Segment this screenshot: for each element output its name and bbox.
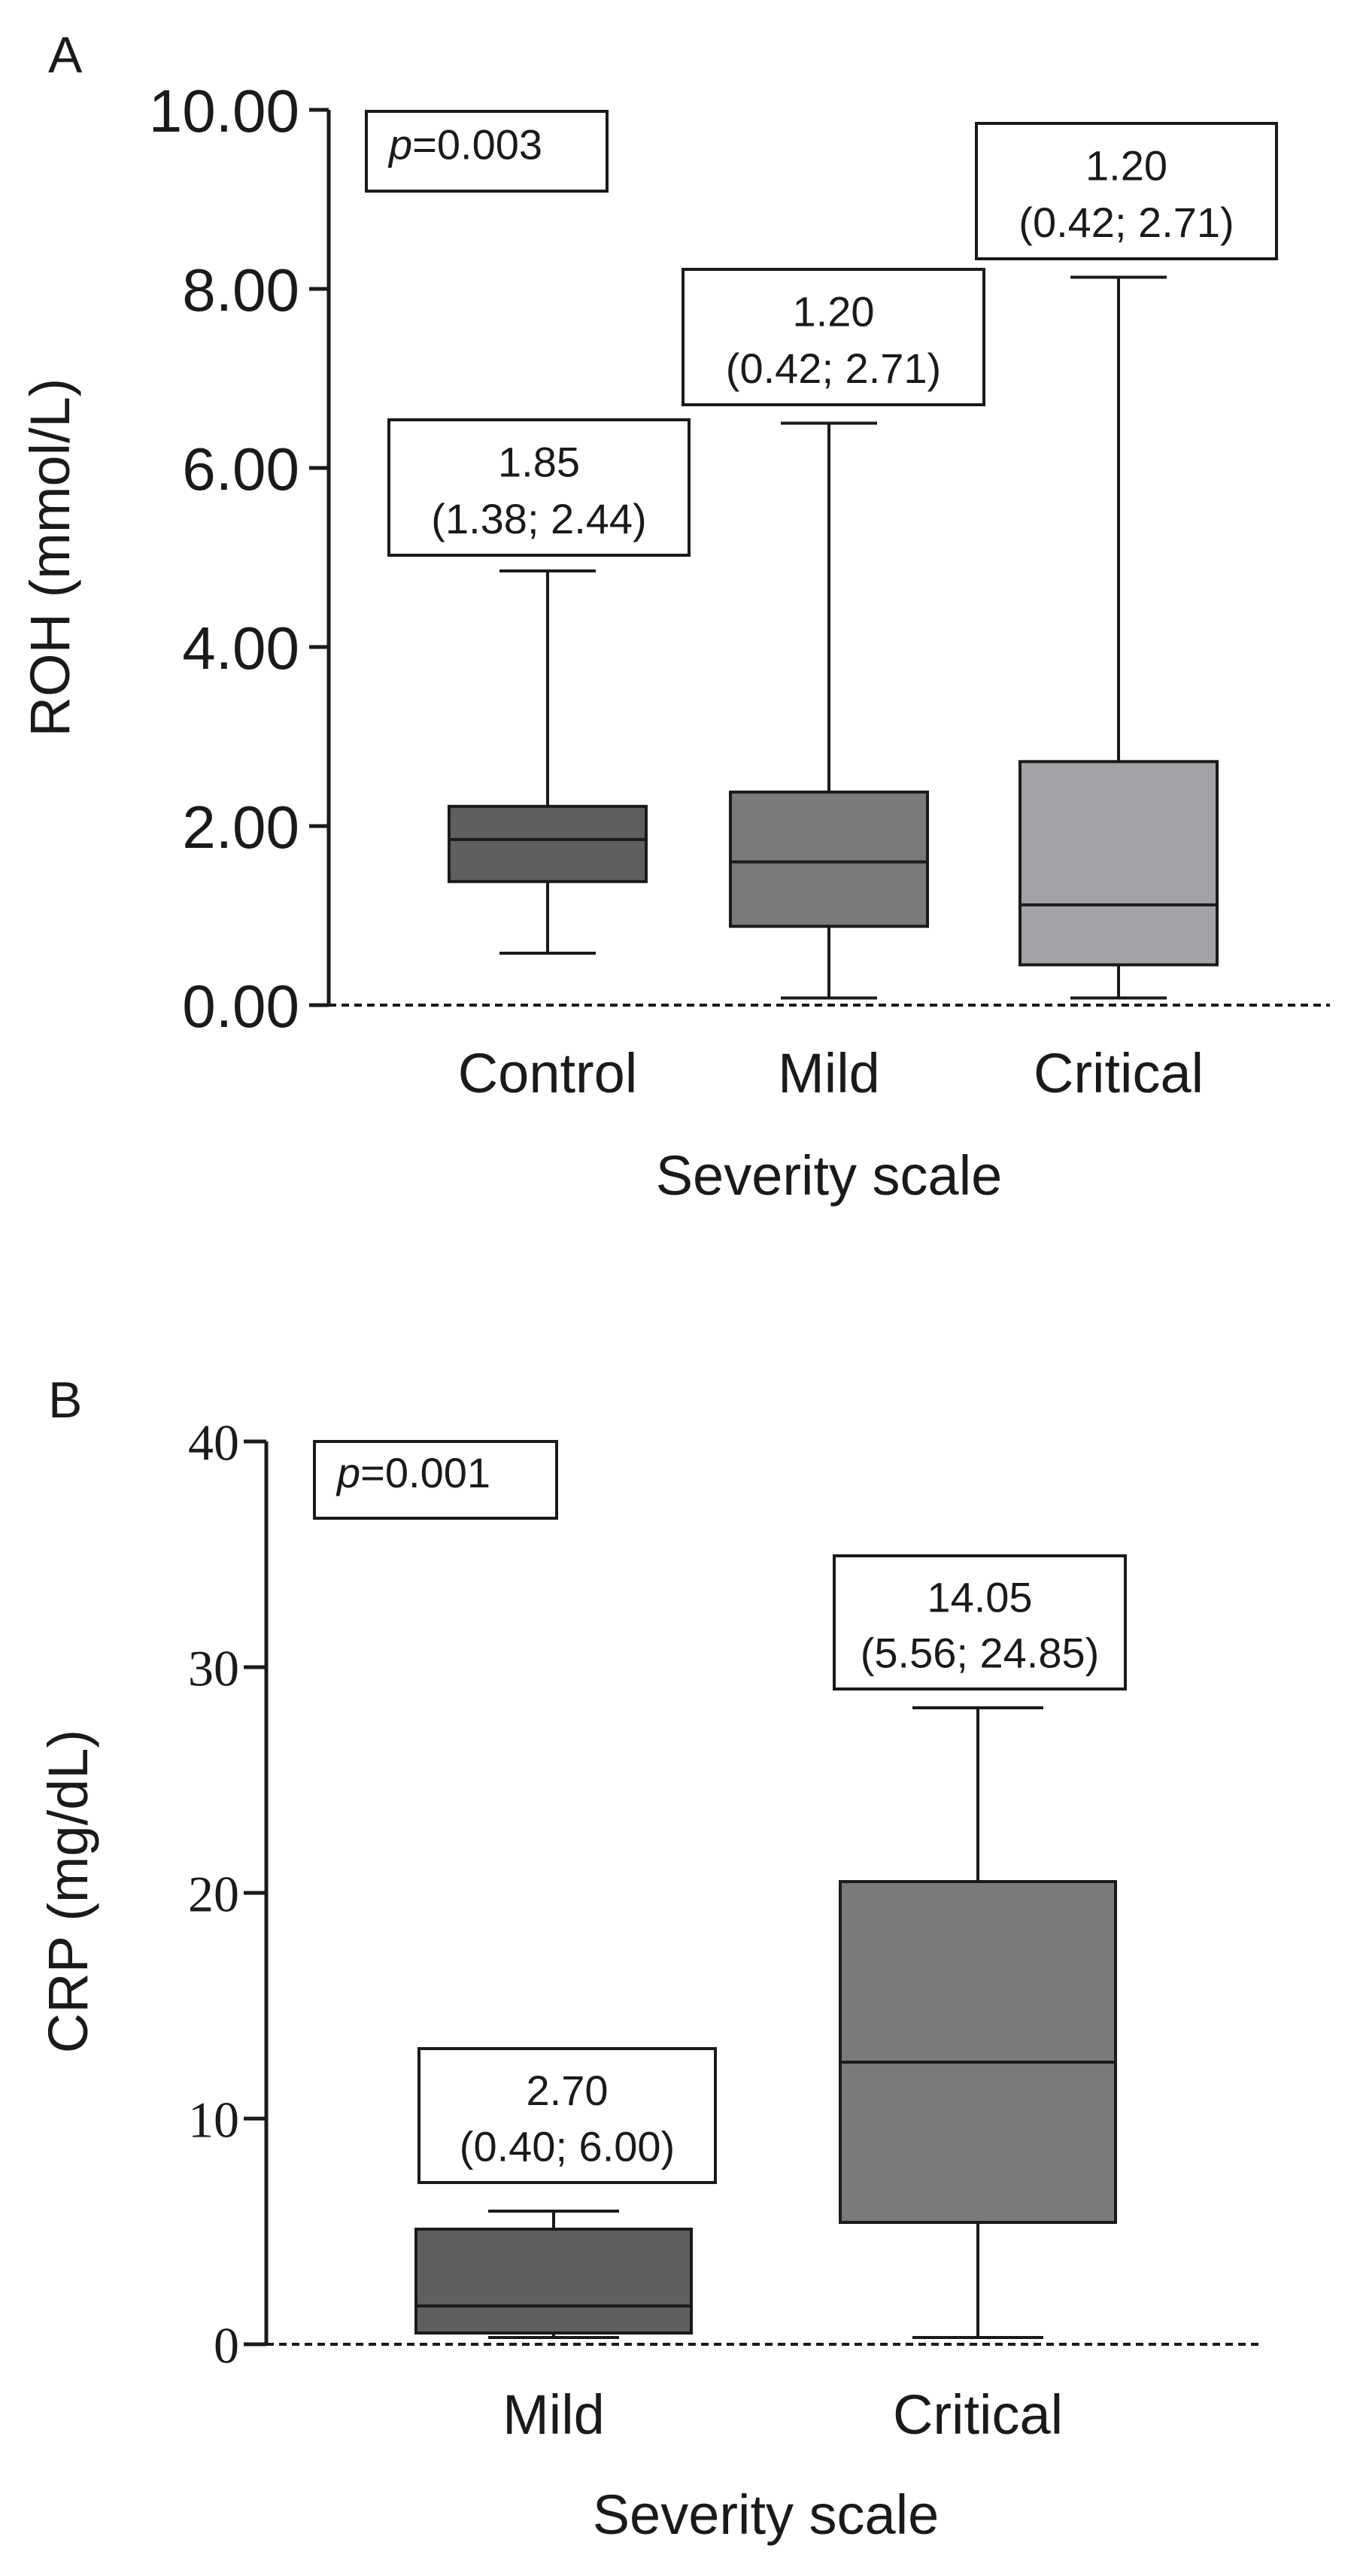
annotation-median: 1.20 bbox=[1085, 142, 1167, 190]
p-value-box bbox=[313, 1440, 558, 1520]
panel-b: B 0 10 20 30 40 CRP (mg/dL) Severity scale p=0.0… bbox=[37, 1372, 1261, 2546]
box-mild bbox=[414, 2210, 693, 2339]
y-tick-label: 8.00 bbox=[182, 257, 299, 324]
annotation-median: 2.70 bbox=[527, 2067, 609, 2114]
annotation-box bbox=[417, 2047, 717, 2184]
annotation-median: 1.85 bbox=[498, 439, 580, 486]
y-tick-label: 6.00 bbox=[182, 436, 299, 503]
y-tick-label: 30 bbox=[188, 1639, 239, 1697]
iqr-box bbox=[1019, 760, 1219, 967]
annotation-box bbox=[975, 122, 1278, 260]
p-value-text: p=0.001 bbox=[335, 1449, 490, 1496]
p-symbol: p bbox=[387, 121, 412, 169]
y-tick-label: 10 bbox=[188, 2091, 239, 2148]
y-tick-label: 4.00 bbox=[182, 615, 299, 682]
x-tick-label: Critical bbox=[893, 2383, 1063, 2446]
x-tick-label: Critical bbox=[1034, 1042, 1204, 1104]
x-axis-title: Severity scale bbox=[656, 1144, 1003, 1207]
y-axis-title: ROH (mmol/L) bbox=[19, 378, 81, 737]
annotation-iqr: (0.40; 6.00) bbox=[460, 2123, 675, 2170]
annotation-iqr: (1.38; 2.44) bbox=[431, 495, 646, 542]
box-control bbox=[448, 569, 648, 955]
x-tick-label: Mild bbox=[502, 2383, 605, 2446]
p-value-number: =0.003 bbox=[412, 121, 542, 169]
annotation-iqr: (5.56; 24.85) bbox=[861, 1630, 1100, 1677]
annotation-iqr: (0.42; 2.71) bbox=[726, 345, 941, 392]
annotation-box bbox=[682, 268, 985, 406]
iqr-box bbox=[448, 804, 648, 883]
y-tick-label: 0 bbox=[214, 2316, 239, 2374]
y-axis-title: CRP (mg/dL) bbox=[37, 1730, 99, 2053]
x-axis-title: Severity scale bbox=[593, 2483, 940, 2546]
iqr-box bbox=[729, 790, 929, 928]
box-critical bbox=[839, 1706, 1117, 2339]
y-tick-label: 10.00 bbox=[149, 77, 299, 144]
annotation-box bbox=[833, 1554, 1127, 1690]
p-value-box bbox=[365, 110, 609, 193]
p-symbol: p bbox=[335, 1449, 360, 1496]
p-value-text: p=0.003 bbox=[387, 121, 542, 169]
p-value-number: =0.001 bbox=[360, 1449, 490, 1496]
panel-a: A 0.00 2.00 4.00 6.00 8.00 10.00 ROH (mmol/L) Se… bbox=[19, 26, 1330, 1207]
annotation-iqr: (0.42; 2.71) bbox=[1019, 199, 1234, 246]
annotation-median: 14.05 bbox=[927, 1573, 1032, 1621]
box-critical bbox=[1019, 275, 1219, 1000]
x-tick-label: Control bbox=[458, 1042, 638, 1104]
y-tick-label: 2.00 bbox=[182, 794, 299, 861]
y-tick-label: 40 bbox=[188, 1414, 239, 1471]
y-tick-label: 20 bbox=[188, 1865, 239, 1922]
panel-letter: A bbox=[48, 26, 83, 84]
box-mild bbox=[729, 421, 929, 1000]
x-tick-label: Mild bbox=[778, 1042, 880, 1104]
iqr-box bbox=[839, 1880, 1117, 2224]
iqr-box bbox=[414, 2228, 693, 2334]
annotation-median: 1.20 bbox=[793, 288, 875, 336]
panel-letter: B bbox=[48, 1372, 82, 1429]
annotation-box bbox=[387, 418, 691, 557]
y-tick-label: 0.00 bbox=[182, 973, 299, 1040]
